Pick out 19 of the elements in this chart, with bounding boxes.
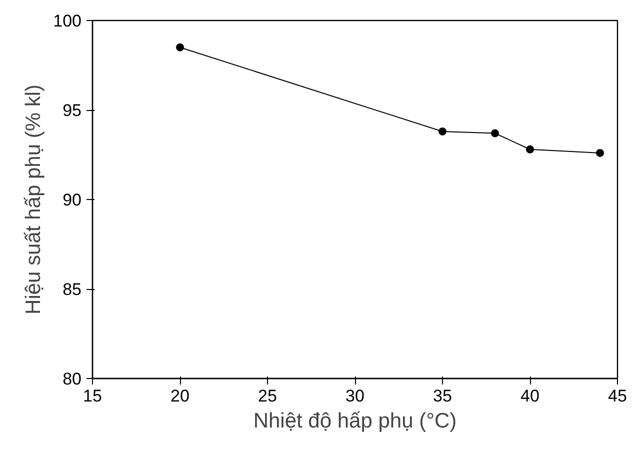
x-tick-label: 25 xyxy=(258,386,277,406)
x-tick-label: 45 xyxy=(608,386,627,406)
x-tick-label: 30 xyxy=(346,386,364,406)
y-tick-label: 80 xyxy=(62,370,82,388)
y-tick-label: 100 xyxy=(53,12,82,30)
x-tick-label: 15 xyxy=(83,386,102,406)
point xyxy=(176,43,184,52)
y-tick-label: 90 xyxy=(62,190,82,210)
y-tick-label: 85 xyxy=(62,280,82,299)
point xyxy=(526,145,534,154)
x-tick-label: 20 xyxy=(170,386,190,406)
point xyxy=(438,127,446,136)
x-tick-label: 40 xyxy=(520,386,540,406)
point xyxy=(596,148,604,157)
x-tick-label: 35 xyxy=(433,386,452,406)
y-axis-title: Hiệu suất hấp phụ (% kl) xyxy=(22,84,46,314)
x-axis-title: Nhiệt độ hấp phụ (°C) xyxy=(253,410,457,432)
y-tick-label: 95 xyxy=(62,101,82,120)
point xyxy=(491,129,499,138)
